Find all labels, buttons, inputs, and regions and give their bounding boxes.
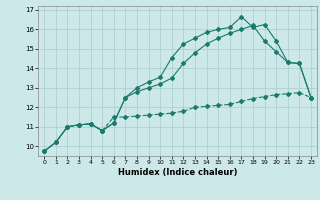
X-axis label: Humidex (Indice chaleur): Humidex (Indice chaleur) bbox=[118, 168, 237, 177]
